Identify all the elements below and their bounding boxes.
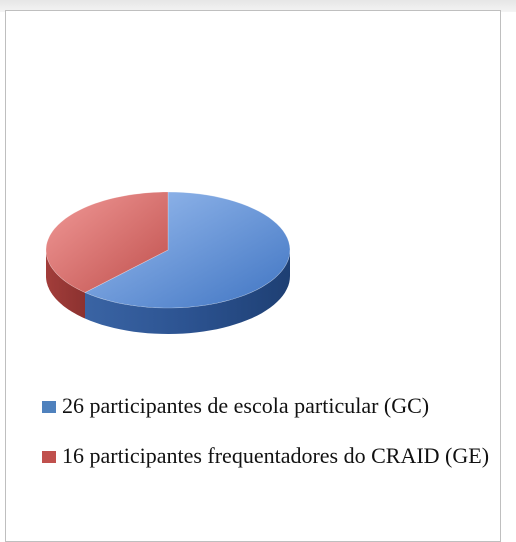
legend-entry: 26 participantes de escola particular (G… xyxy=(42,390,492,421)
top-band xyxy=(0,0,516,12)
legend-swatch xyxy=(42,401,56,413)
pie-slice xyxy=(84,191,291,309)
legend-label: 26 participantes de escola particular (G… xyxy=(62,393,430,418)
legend: 26 participantes de escola particular (G… xyxy=(42,390,492,490)
pie-slice xyxy=(45,191,169,293)
legend-label: 16 participantes frequentadores do CRAID… xyxy=(62,443,490,468)
legend-swatch xyxy=(42,451,56,463)
pie-side xyxy=(46,250,85,319)
pie-side xyxy=(85,250,290,334)
legend-entry: 16 participantes frequentadores do CRAID… xyxy=(42,440,492,471)
